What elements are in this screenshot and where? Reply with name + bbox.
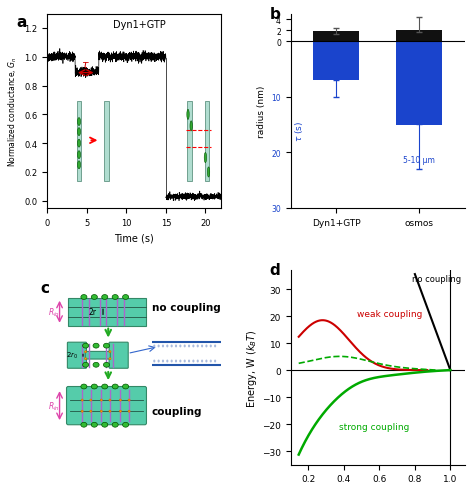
Ellipse shape: [91, 295, 97, 300]
Ellipse shape: [84, 358, 87, 360]
Ellipse shape: [123, 384, 128, 389]
Text: 2r: 2r: [89, 308, 97, 317]
Ellipse shape: [82, 344, 89, 348]
Ellipse shape: [100, 399, 102, 401]
Ellipse shape: [190, 121, 192, 132]
Text: a: a: [16, 15, 27, 30]
Ellipse shape: [112, 423, 118, 427]
Y-axis label: Normalized conductance, $G_n$: Normalized conductance, $G_n$: [6, 56, 19, 166]
Ellipse shape: [90, 399, 92, 401]
Ellipse shape: [128, 399, 130, 401]
Text: Dyn1+GTP: Dyn1+GTP: [113, 20, 166, 30]
Ellipse shape: [102, 384, 108, 389]
Bar: [77, 102, 82, 181]
Ellipse shape: [112, 295, 118, 300]
Bar: [313, 32, 359, 42]
Text: weak coupling: weak coupling: [357, 309, 422, 318]
Ellipse shape: [91, 384, 97, 389]
Ellipse shape: [109, 351, 111, 353]
Ellipse shape: [103, 363, 109, 367]
Ellipse shape: [81, 410, 83, 412]
Ellipse shape: [91, 423, 97, 427]
Ellipse shape: [93, 363, 99, 367]
Ellipse shape: [128, 410, 130, 412]
Text: coupling: coupling: [152, 406, 202, 416]
Ellipse shape: [100, 410, 102, 412]
FancyBboxPatch shape: [67, 343, 86, 368]
Bar: [396, 42, 442, 125]
Ellipse shape: [187, 110, 189, 120]
Bar: [313, 42, 359, 81]
Ellipse shape: [123, 295, 128, 300]
Ellipse shape: [81, 295, 87, 300]
Ellipse shape: [109, 358, 111, 360]
FancyBboxPatch shape: [85, 352, 110, 359]
Ellipse shape: [77, 128, 81, 136]
Ellipse shape: [77, 162, 81, 169]
Text: d: d: [270, 263, 281, 278]
Text: 20-50 nm: 20-50 nm: [318, 64, 355, 74]
Ellipse shape: [93, 344, 99, 348]
Text: no coupling: no coupling: [152, 302, 220, 312]
Polygon shape: [68, 298, 146, 326]
Ellipse shape: [81, 384, 87, 389]
Text: b: b: [270, 7, 281, 22]
Text: 5-10 μm: 5-10 μm: [403, 156, 435, 165]
Ellipse shape: [77, 151, 81, 159]
Text: strong coupling: strong coupling: [339, 422, 410, 431]
Ellipse shape: [82, 363, 89, 367]
Bar: [205, 102, 209, 181]
FancyBboxPatch shape: [109, 343, 128, 368]
Text: no coupling: no coupling: [412, 274, 461, 284]
Ellipse shape: [112, 384, 118, 389]
Ellipse shape: [109, 399, 111, 401]
Ellipse shape: [103, 344, 109, 348]
Ellipse shape: [119, 410, 121, 412]
X-axis label: Time (s): Time (s): [114, 233, 154, 243]
Ellipse shape: [109, 410, 111, 412]
Bar: [396, 30, 442, 42]
Ellipse shape: [90, 410, 92, 412]
Text: $\tau$: $\tau$: [82, 60, 90, 70]
Text: $2r_0$: $2r_0$: [65, 350, 78, 361]
Text: $\tau$ (s): $\tau$ (s): [293, 121, 305, 141]
Text: c: c: [40, 281, 49, 296]
Ellipse shape: [81, 423, 87, 427]
Ellipse shape: [123, 423, 128, 427]
Ellipse shape: [77, 140, 81, 148]
Ellipse shape: [81, 399, 83, 401]
Y-axis label: Energy, W ($k_BT$): Energy, W ($k_BT$): [245, 329, 259, 407]
Ellipse shape: [77, 119, 81, 126]
Bar: [187, 102, 192, 181]
FancyBboxPatch shape: [66, 387, 146, 425]
Y-axis label: radius (nm): radius (nm): [257, 85, 266, 137]
Ellipse shape: [102, 295, 108, 300]
Ellipse shape: [102, 423, 108, 427]
Ellipse shape: [204, 153, 207, 163]
Ellipse shape: [207, 167, 210, 178]
Ellipse shape: [119, 399, 121, 401]
Bar: [104, 102, 109, 181]
Text: $R_{in}$: $R_{in}$: [47, 306, 59, 318]
Ellipse shape: [84, 351, 87, 353]
Text: $R_{in}$: $R_{in}$: [47, 400, 59, 412]
